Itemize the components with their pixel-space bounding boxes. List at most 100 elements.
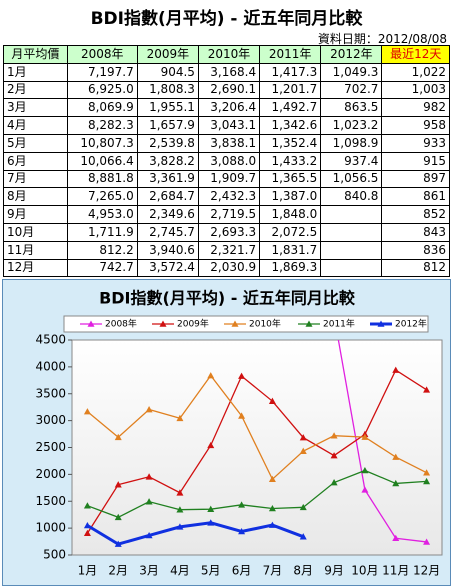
- series-line: [86, 521, 304, 546]
- y-tick-label: 500: [43, 548, 66, 562]
- cell: 3,206.4: [197, 98, 261, 118]
- x-tick-label: 4月: [170, 564, 190, 578]
- cell: 10,066.4: [66, 151, 138, 171]
- point: [238, 501, 246, 508]
- row: 3月 8,069.9 1,955.1 3,206.4 1,492.7 863.5 982: [3, 98, 450, 118]
- row: 5月 10,807.3 2,539.8 3,838.1 1,352.4 1,098.9 93…: [3, 133, 450, 153]
- cell: 7,197.7: [66, 62, 138, 82]
- cell: 2,690.1: [197, 80, 261, 100]
- x-tick-label: 3月: [139, 564, 159, 578]
- header-cell: 2010年: [197, 45, 261, 64]
- cell: 904.5: [136, 62, 199, 82]
- point: [299, 434, 307, 441]
- legend-label: 2008年: [105, 318, 137, 330]
- x-tick-label: 2月: [108, 564, 128, 578]
- cell: 10月: [3, 222, 68, 242]
- chart: BDI指數(月平均) - 近五年同月比較 500 1000 1500 2000 2500…: [2, 279, 451, 586]
- point: [83, 502, 91, 509]
- cell: 843: [381, 222, 450, 242]
- x-tick-label: 6月: [232, 564, 252, 578]
- point: [268, 397, 276, 404]
- row: 10月 1,711.9 2,745.7 2,693.3 2,072.5 843: [3, 222, 450, 242]
- cell: 10,807.3: [66, 133, 138, 153]
- legend-label: 2009年: [177, 318, 209, 330]
- cell: 933: [381, 133, 450, 153]
- point: [361, 486, 369, 493]
- cell: 863.5: [320, 98, 383, 118]
- point: [83, 521, 91, 529]
- point: [145, 406, 153, 413]
- x-tick-label: 11月: [382, 564, 409, 578]
- cell: 1,342.6: [259, 116, 322, 135]
- point: [299, 447, 307, 454]
- point: [268, 504, 276, 512]
- point: [299, 503, 307, 511]
- point: [392, 453, 400, 460]
- cell: 3月: [3, 98, 68, 118]
- point: [299, 533, 307, 540]
- header-row: 月平均價 2008年 2009年 2010年 2011年 2012年 最近12天: [3, 45, 450, 64]
- point: [176, 506, 184, 513]
- cell: 2,684.7: [136, 187, 199, 207]
- header-cell: 月平均價: [3, 45, 68, 64]
- row: 8月 7,265.0 2,684.7 2,432.3 1,387.0 840.8 861: [3, 187, 450, 207]
- cell: 2,349.6: [136, 205, 199, 224]
- point: [330, 452, 338, 459]
- point: [114, 540, 122, 547]
- point: [238, 372, 246, 379]
- header-cell: 最近12天: [381, 45, 450, 64]
- cell: 3,168.4: [197, 62, 261, 82]
- cell: 1,049.3: [320, 62, 383, 82]
- header-cell: 2011年: [259, 45, 322, 64]
- cell: 2,539.8: [136, 133, 199, 153]
- cell: 1,022: [381, 62, 450, 82]
- point: [330, 432, 338, 439]
- point: [238, 412, 246, 419]
- series-line: [87, 469, 427, 518]
- cell: 812.2: [66, 240, 138, 260]
- row: 2月 6,925.0 1,808.3 2,690.1 1,201.7 702.7 1,003: [3, 80, 450, 100]
- y-tick-label: 3500: [35, 386, 66, 400]
- cell: 6月: [3, 151, 68, 171]
- cell: 852: [381, 205, 450, 224]
- cell: 4,953.0: [66, 205, 138, 224]
- cell: 958: [381, 116, 450, 135]
- cell: 2,432.3: [197, 187, 261, 207]
- y-tick-label: 4000: [35, 359, 66, 373]
- legend-marker: [231, 320, 239, 327]
- cell: 3,043.1: [197, 116, 261, 135]
- point: [268, 521, 276, 528]
- point: [423, 386, 431, 393]
- title: BDI指數(月平均) - 近五年同月比較: [90, 9, 363, 29]
- header-cell: 2009年: [136, 45, 199, 64]
- x-tick-label: 5月: [201, 564, 221, 578]
- point: [361, 433, 369, 440]
- legend-marker: [159, 320, 167, 327]
- point: [392, 366, 400, 373]
- x-tick-label: 7月: [263, 564, 283, 578]
- point: [176, 523, 184, 530]
- point: [114, 513, 122, 521]
- point: [238, 527, 246, 535]
- point: [207, 372, 215, 379]
- cell: 8,282.3: [66, 116, 138, 135]
- cell: 742.7: [66, 258, 138, 278]
- cell: 1,848.0: [259, 205, 322, 224]
- legend-marker: [305, 320, 313, 327]
- cell: 1,657.9: [136, 116, 199, 135]
- cell: 861: [381, 187, 450, 207]
- plot: [83, 340, 431, 547]
- cell: 5月: [3, 133, 68, 153]
- cell: 3,088.0: [197, 151, 261, 171]
- y-tick-label: 2000: [35, 467, 66, 481]
- cell: 2,321.7: [197, 240, 261, 260]
- row: 1月 7,197.7 904.5 3,168.4 1,417.3 1,049.3 1,022: [3, 62, 450, 82]
- legend-label: 2010年: [249, 318, 281, 330]
- y-tick-label: 4500: [35, 333, 66, 347]
- cell: 937.4: [320, 151, 383, 171]
- cell: 1月: [3, 62, 68, 82]
- cell: 2月: [3, 80, 68, 100]
- legend-label: 2011年: [323, 318, 355, 330]
- cell: [320, 205, 383, 224]
- cell: 2,693.3: [197, 222, 261, 242]
